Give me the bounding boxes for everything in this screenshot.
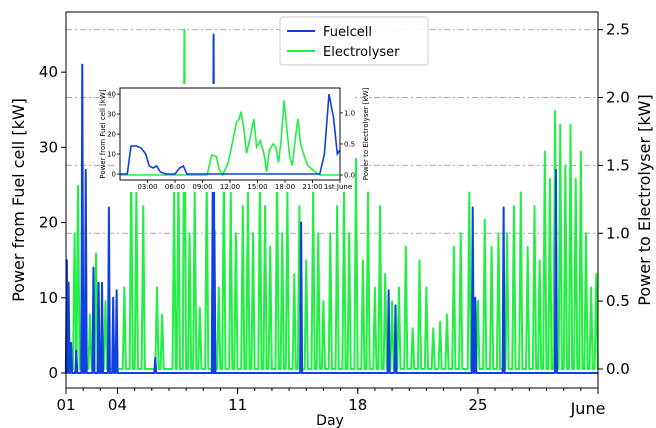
inset-y-ticks-right: 0.0 0.5 1.0 <box>340 109 355 180</box>
y-axis-label-left: Power from Fuel cell [kW] <box>9 98 28 302</box>
x-tick-label: 18 <box>348 396 367 414</box>
inset-x-tick-label: 03:00 <box>137 183 157 191</box>
main-series-group <box>64 28 599 374</box>
inset-plot-frame <box>119 87 341 181</box>
x-tick-label: 04 <box>108 396 127 414</box>
inset-y-axis-label-right: Power to Electrolyser [kW] <box>362 87 370 180</box>
main-x-ticks: 01 04 11 18 25 June <box>56 388 605 418</box>
inset-x-tick-label: 21:00 <box>302 183 322 191</box>
main-plot-border <box>65 11 599 389</box>
inset-x-ticks: 03:00 06:00 09:00 12:00 15:00 18:00 21:00 1st J… <box>137 180 352 191</box>
inset-series-line-electrolyser <box>120 100 340 177</box>
y-right-tick-label: 0.0 <box>606 360 630 378</box>
main-y-ticks-left: 0 10 20 30 40 <box>39 63 66 382</box>
y-right-tick-label: 1.0 <box>606 224 630 242</box>
legend-box <box>279 16 429 66</box>
inset-y-ticks-left: 0 10 20 30 40 <box>107 91 120 179</box>
y-right-tick-label: 2.5 <box>606 21 630 39</box>
inset-y-axis-label-left: Power from Fuel cell [kW] <box>99 89 107 178</box>
inset-plot: 03:00 06:00 09:00 12:00 15:00 18:00 21:00 1st J… <box>99 84 370 192</box>
x-tick-label: 25 <box>468 396 487 414</box>
inset-x-tick-label: 15:00 <box>247 183 267 191</box>
inset-x-tick-label: 12:00 <box>220 183 240 191</box>
x-tick-label: 11 <box>228 396 247 414</box>
y-left-tick-label: 10 <box>39 289 58 307</box>
legend-label-fuelcell: Fuelcell <box>323 25 372 40</box>
inset-y-left-tick-label: 10 <box>107 151 116 159</box>
main-y-ticks-right: 0.0 0.5 1.0 1.5 2.0 2.5 <box>598 21 630 378</box>
y-right-tick-label: 2.0 <box>606 89 630 107</box>
inset-x-tick-label: 18:00 <box>275 183 295 191</box>
inset-y-left-tick-label: 0 <box>112 171 116 179</box>
inset-y-left-tick-label: 30 <box>107 111 116 119</box>
series-line-electrolyser <box>66 28 599 370</box>
x-tick-label: 01 <box>56 396 75 414</box>
inset-y-right-tick-label: 0.0 <box>344 172 355 180</box>
legend-label-electrolyser: Electrolyser <box>323 45 400 60</box>
main-plot: 01 04 11 18 25 June 0 10 20 30 40 0.0 0.5 1.0 1.5 2.0… <box>9 11 654 428</box>
legend: Fuelcell Electrolyser <box>279 16 429 66</box>
inset-y-left-tick-label: 40 <box>107 91 116 99</box>
y-left-tick-label: 0 <box>48 364 58 382</box>
x-axis-label: Day <box>316 413 344 428</box>
y-left-tick-label: 30 <box>39 138 58 156</box>
inset-y-right-tick-label: 1.0 <box>344 109 355 117</box>
inset-x-tick-label: 06:00 <box>165 183 185 191</box>
y-right-tick-label: 0.5 <box>606 292 630 310</box>
inset-plot-border <box>119 87 341 181</box>
series-line-fuelcell <box>64 33 598 374</box>
inset-y-right-tick-label: 0.5 <box>344 140 355 148</box>
y-left-tick-label: 20 <box>39 214 58 232</box>
inset-series-line-fuelcell <box>120 93 341 175</box>
inset-x-tick-label: 09:00 <box>192 183 212 191</box>
y-right-tick-label: 1.5 <box>606 156 630 174</box>
y-axis-label-right: Power to Electrolyser [kW] <box>635 94 654 305</box>
inset-series-group <box>120 93 341 177</box>
x-tick-label: June <box>570 399 606 418</box>
inset-y-left-tick-label: 20 <box>107 131 116 139</box>
inset-x-tick-label: 1st June <box>324 183 352 191</box>
y-left-tick-label: 40 <box>39 63 58 81</box>
